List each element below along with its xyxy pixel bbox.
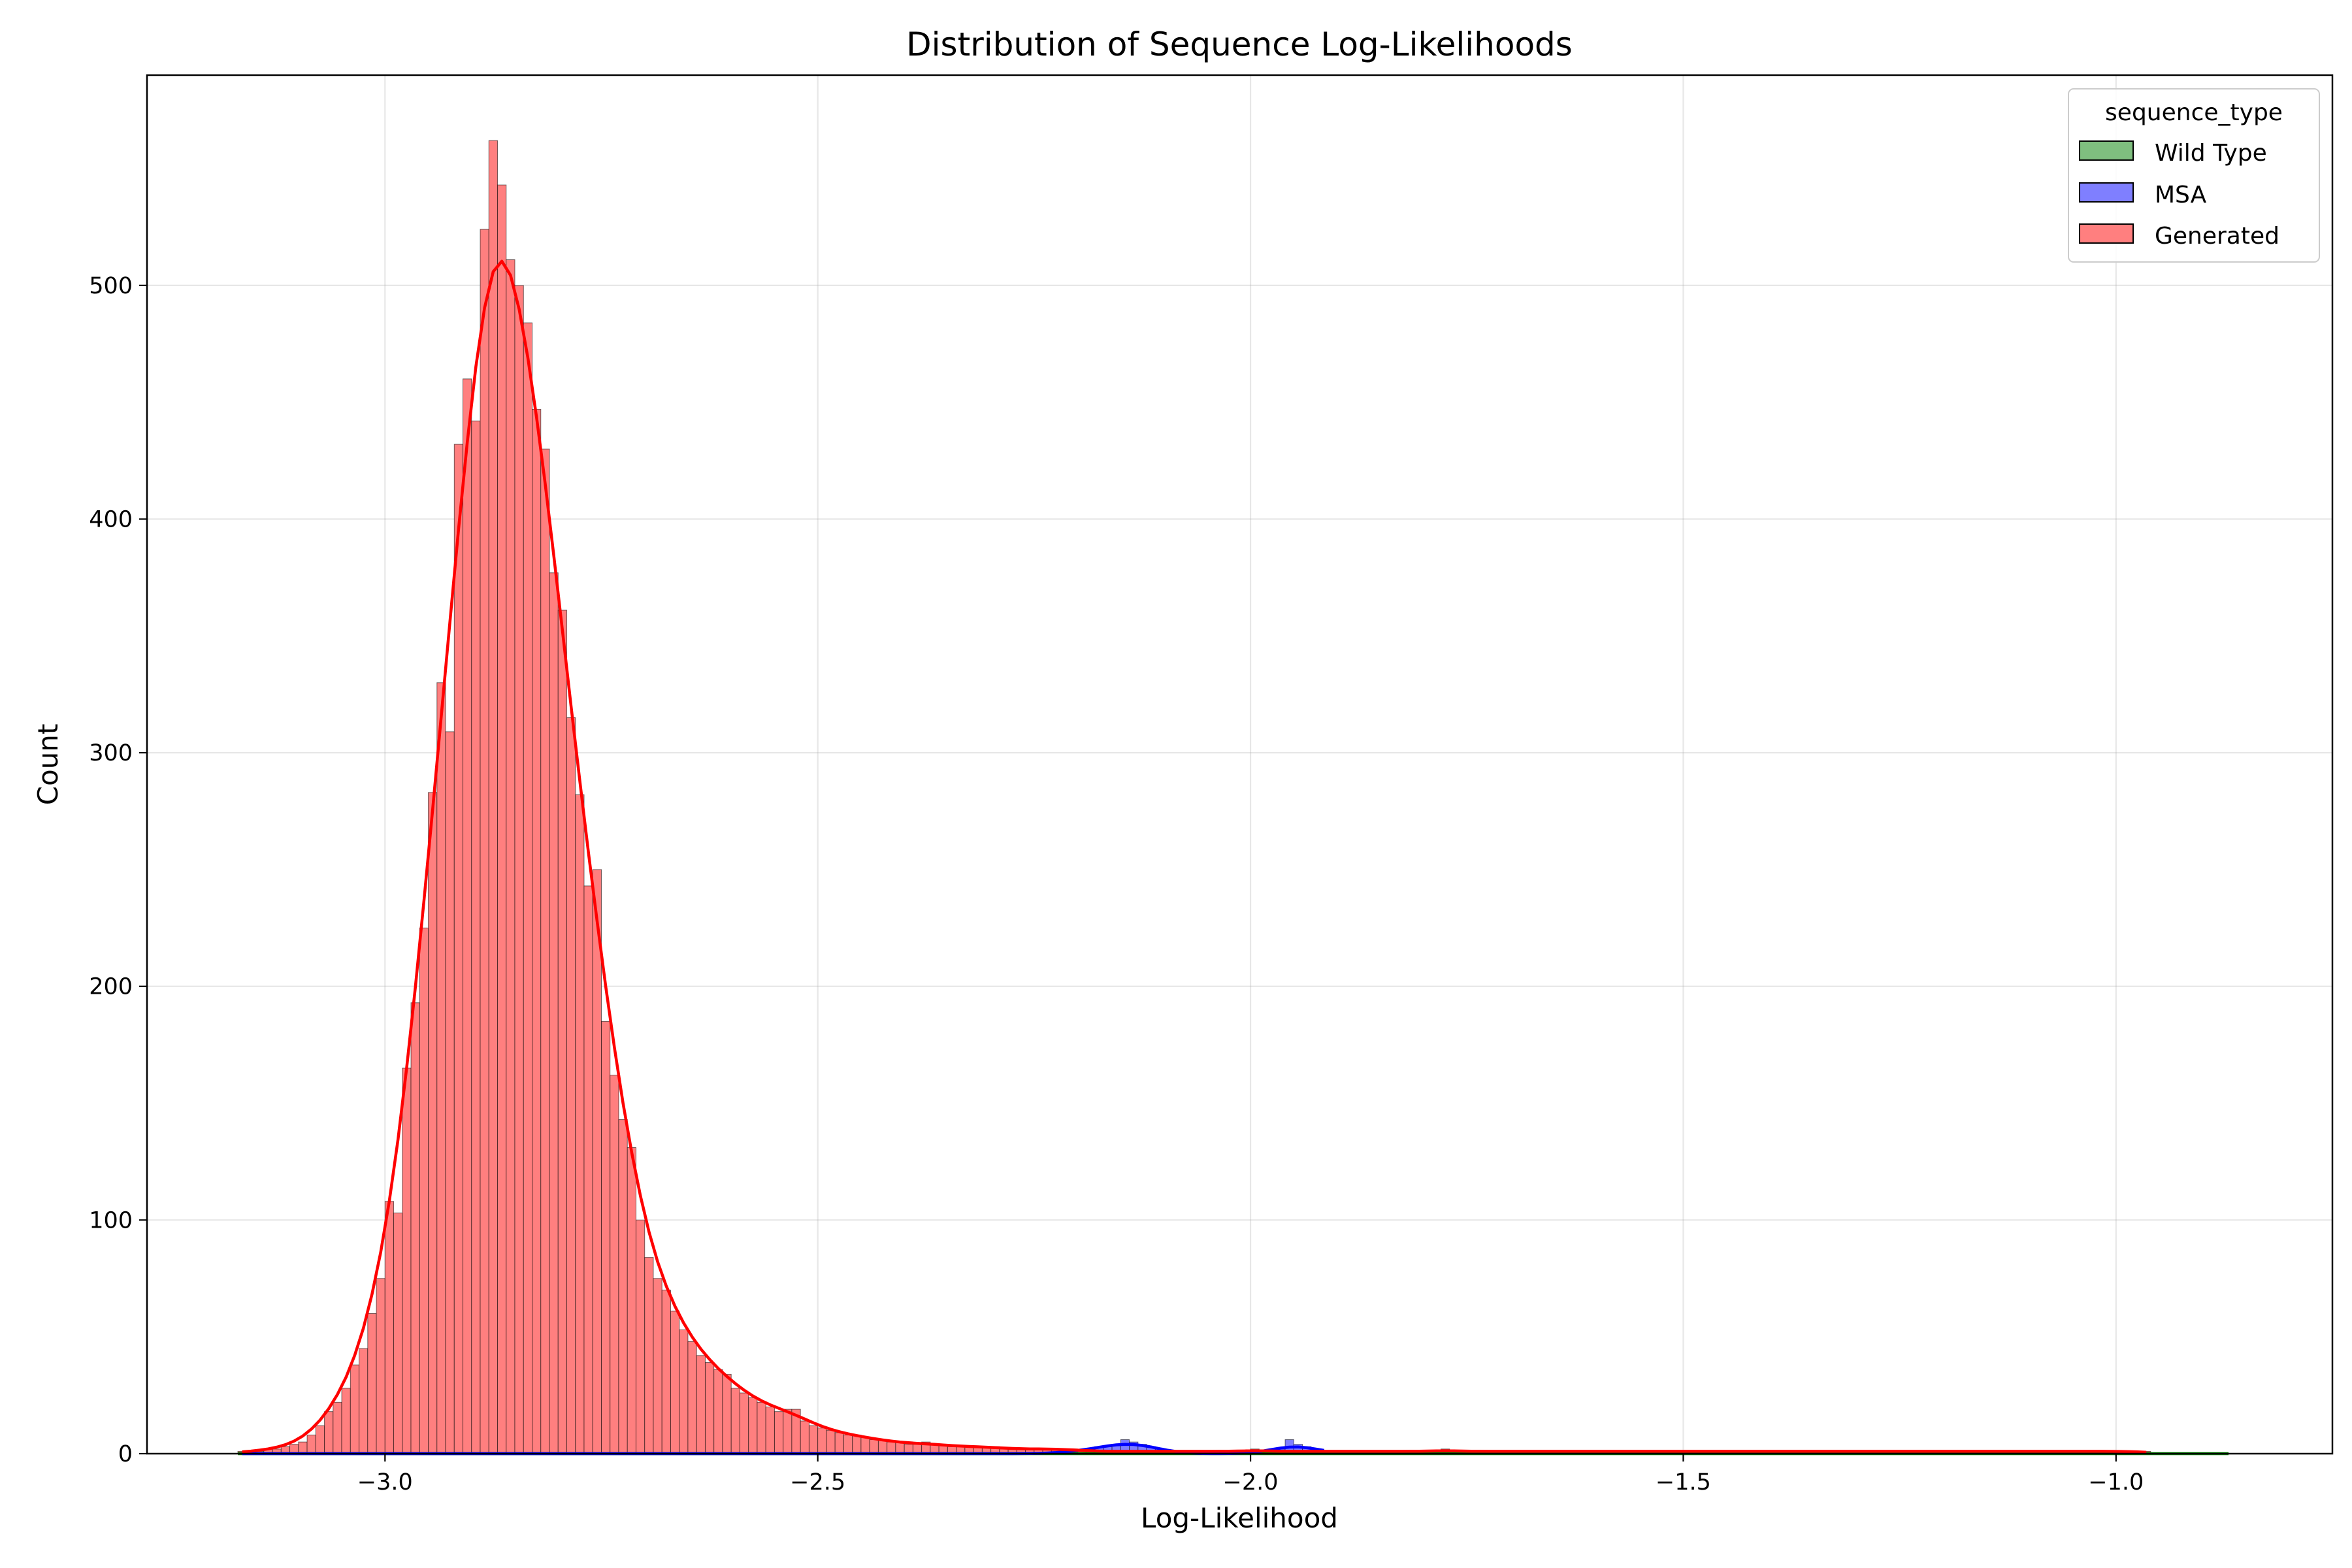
bar-generated [523,322,533,1454]
bar-generated [480,229,489,1454]
bar-generated [428,792,438,1454]
legend-label-wild-type: Wild Type [2155,140,2267,167]
bar-generated [341,1388,351,1454]
y-tick-label: 400 [89,506,133,532]
legend-box [2068,88,2320,263]
bar-generated [722,1373,732,1454]
x-tick-label: −1.5 [1656,1469,1711,1495]
y-tick-label: 500 [89,273,133,299]
bar-generated [600,1021,611,1454]
y-tick-label: 100 [89,1207,133,1233]
legend-swatch-generated [2079,223,2134,244]
bar-generated [367,1313,377,1454]
bar-generated [506,259,515,1454]
x-axis-ticks: −3.0 −2.5 −2.0 −1.5 −1.0 [357,1454,2144,1495]
y-axis-ticks: 0 100 200 300 400 500 [89,273,147,1467]
bar-generated [463,378,472,1454]
bar-generated [774,1411,784,1454]
bar-generated [359,1348,368,1454]
bar-generated [679,1329,689,1454]
bar-generated [532,408,542,1454]
bar-generated [653,1278,662,1454]
bar-generated [324,1411,334,1454]
bar-generated [488,140,498,1454]
y-tick-label: 300 [89,740,133,766]
bar-generated [410,1002,420,1454]
bar-generated [514,285,524,1454]
bar-generated [852,1434,862,1454]
kde-line-generated [242,259,2147,1454]
bar-generated [661,1290,671,1454]
bar-generated [445,731,455,1454]
bar-generated [627,1147,636,1454]
bar-generated [376,1278,385,1454]
bar-generated [618,1119,628,1454]
legend-swatch-msa [2079,182,2134,203]
bar-generated [869,1439,879,1454]
bar-generated [800,1420,809,1454]
bar-generated [419,927,429,1454]
bar-generated [834,1432,844,1454]
bar-generated [315,1425,325,1454]
bar-generated [843,1434,853,1454]
bar-generated [497,184,507,1454]
bar-generated [333,1401,342,1454]
bar-generated [566,717,576,1454]
chart-title: Distribution of Sequence Log-Likelihoods [906,25,1573,63]
bar-generated [730,1388,740,1454]
legend-label-msa: MSA [2155,182,2207,208]
x-axis-title: Log-Likelihood [1141,1502,1338,1534]
bar-generated [670,1311,680,1454]
bar-generated [350,1364,360,1454]
y-tick-label: 200 [89,974,133,1000]
bar-generated [635,1219,645,1454]
bar-generated [384,1201,395,1454]
bar-generated [757,1401,766,1454]
x-tick-label: −3.0 [357,1469,413,1495]
bar-generated [549,572,559,1454]
x-tick-label: −2.0 [1223,1469,1279,1495]
y-axis-title: Count [32,724,64,806]
bar-generated [471,420,481,1454]
bar-generated [592,869,602,1454]
plot-frame [146,74,2334,1455]
bar-generated [453,444,464,1454]
y-tick-label: 0 [118,1441,133,1467]
bar-generated [817,1428,827,1454]
bar-generated [644,1257,654,1454]
bar-generated [739,1392,749,1454]
bar-generated [887,1441,896,1454]
bar-generated [826,1429,836,1454]
bar-generated [575,794,585,1454]
legend-swatch-wild-type [2079,140,2134,161]
bar-generated [557,610,568,1454]
bar-generated [402,1068,412,1454]
bar-generated [436,682,446,1454]
bar-generated [860,1437,870,1454]
legend: sequence_type Wild Type MSA Generated [2068,88,2320,263]
x-tick-label: −2.5 [790,1469,845,1495]
legend-title: sequence_type [2105,99,2283,126]
bar-generated [298,1441,308,1454]
bar-generated [704,1362,715,1454]
bar-generated [610,1075,619,1454]
x-tick-label: −1.0 [2088,1469,2144,1495]
bar-generated [306,1434,316,1454]
bar-generated [765,1406,775,1454]
bar-generated [583,885,593,1454]
bar-generated [393,1213,403,1454]
bar-generated [808,1425,819,1454]
bar-generated [748,1397,758,1454]
bar-generated [713,1369,723,1454]
bar-generated [783,1409,792,1454]
bar-generated [540,448,550,1454]
bar-generated [687,1341,697,1454]
bar-generated [696,1355,706,1454]
legend-label-generated: Generated [2155,223,2279,250]
